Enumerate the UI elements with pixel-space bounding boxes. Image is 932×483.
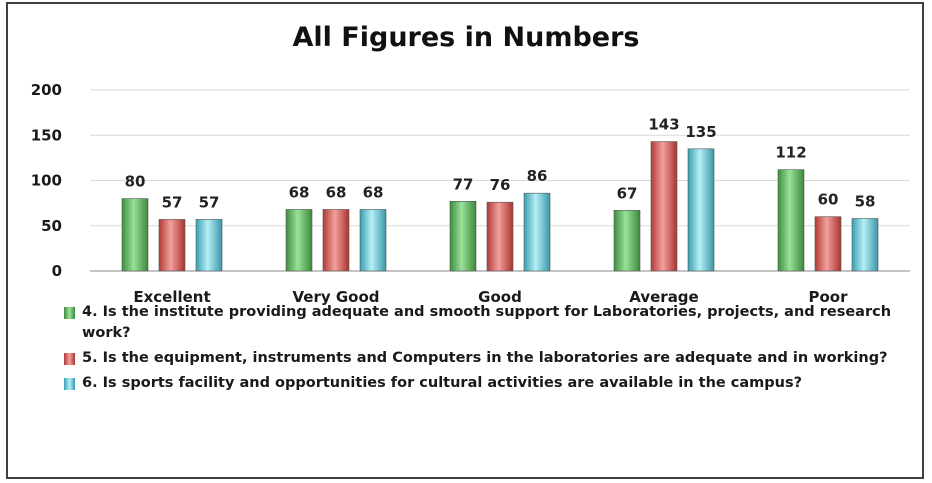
data-label: 68	[289, 183, 310, 201]
bar	[777, 169, 805, 272]
legend-swatch-cyan	[64, 378, 75, 390]
x-tick-label: Good	[478, 288, 522, 306]
data-label: 57	[162, 193, 183, 211]
y-tick-label: 50	[41, 217, 62, 235]
bar	[486, 201, 514, 272]
bar	[449, 201, 477, 272]
y-axis: 0 50 100 150 200	[31, 81, 62, 280]
data-label: 135	[685, 123, 716, 141]
y-tick-label: 100	[31, 172, 62, 190]
legend-swatch-red	[64, 353, 75, 365]
bars: 80 57 57 68 68 68 77 76 86 67 143 135 112 60 58	[121, 116, 879, 272]
data-label: 76	[490, 176, 511, 194]
data-label: 68	[326, 183, 347, 201]
bar	[359, 209, 387, 272]
x-tick-label: Excellent	[133, 288, 210, 306]
data-label: 80	[125, 173, 146, 191]
legend: 4. Is the institute providing adequate a…	[62, 302, 902, 398]
data-label: 58	[855, 193, 876, 211]
data-label: 86	[527, 167, 548, 185]
legend-swatch-green	[64, 307, 75, 319]
legend-label: 6. Is sports facility and opportunities …	[82, 375, 803, 391]
x-tick-label: Very Good	[292, 288, 379, 306]
chart-title: All Figures in Numbers	[292, 22, 640, 53]
bar	[523, 192, 551, 272]
x-tick-label: Poor	[808, 288, 848, 306]
y-tick-label: 200	[31, 81, 62, 99]
bar	[814, 216, 842, 272]
y-tick-label: 0	[52, 262, 62, 280]
data-label: 67	[617, 184, 638, 202]
bar	[285, 209, 313, 272]
data-label: 68	[363, 183, 384, 201]
bar	[195, 219, 223, 272]
bar-chart: 0 50 100 150 200 80 57 57 68 68 68 77 76 86 67 143 135 1…	[31, 81, 910, 306]
bar	[121, 198, 149, 272]
data-label: 60	[818, 191, 839, 209]
data-label: 57	[199, 193, 220, 211]
legend-label: 5. Is the equipment, instruments and Com…	[82, 350, 888, 366]
legend-item-series-6: 6. Is sports facility and opportunities …	[62, 373, 902, 394]
bar	[687, 148, 715, 272]
bar	[851, 218, 879, 272]
x-axis: Excellent Very Good Good Average Poor	[133, 288, 848, 306]
data-label: 112	[775, 144, 806, 162]
legend-label: 4. Is the institute providing adequate a…	[82, 304, 892, 341]
legend-item-series-5: 5. Is the equipment, instruments and Com…	[62, 348, 902, 369]
x-tick-label: Average	[629, 288, 698, 306]
legend-item-series-4: 4. Is the institute providing adequate a…	[62, 302, 902, 344]
data-label: 77	[453, 175, 474, 193]
bar	[613, 210, 641, 272]
bar	[650, 141, 678, 272]
bar	[322, 209, 350, 272]
data-label: 143	[648, 116, 679, 134]
bar	[158, 219, 186, 272]
y-tick-label: 150	[31, 126, 62, 144]
